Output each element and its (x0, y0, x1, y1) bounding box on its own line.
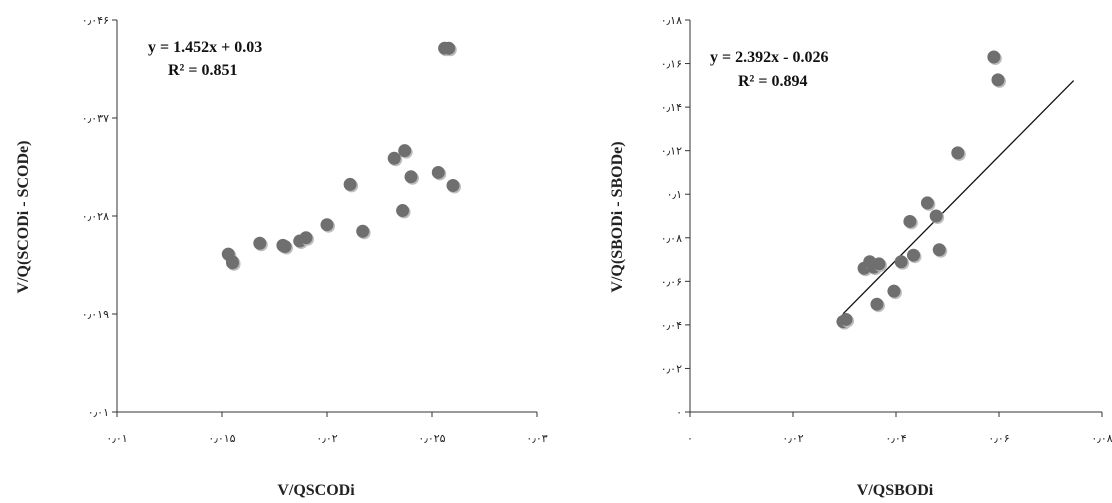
data-point (894, 255, 908, 269)
chart-bod-marks (836, 50, 1075, 330)
data-point (299, 231, 313, 245)
chart-bod-y-axis-title: V/Q(SBODi - SBODe) (609, 141, 626, 292)
y-tick-label: ۰٫۰۳۷ (82, 112, 109, 125)
data-point (929, 209, 943, 223)
data-point (404, 170, 418, 184)
y-tick-label: ۰٫۰۴۶ (82, 14, 109, 27)
data-point (870, 297, 884, 311)
data-point (907, 248, 921, 262)
data-point (887, 284, 901, 298)
data-point (446, 179, 460, 193)
x-tick-label: ۰٫۰۱۵ (208, 432, 235, 445)
chart-cod-y-axis-title: V/Q(SCODi - SCODe) (15, 141, 32, 294)
x-tick-label: ۰٫۰۲۵ (418, 432, 445, 445)
data-point (991, 73, 1005, 87)
data-point (951, 146, 965, 160)
x-tick-label: ۰٫۰۲ (316, 432, 337, 445)
chart-bod-equation: y = 2.392x - 0.026 (710, 49, 828, 66)
chart-bod-x-axis-title: V/QSBODi (857, 482, 934, 499)
chart-cod-equation: y = 1.452x + 0.03 (148, 39, 262, 56)
y-tick-label: ۰٫۱۸ (661, 14, 682, 27)
chart-cod-marks (221, 41, 461, 271)
trendline (842, 80, 1075, 315)
data-point (226, 256, 239, 270)
data-point (278, 239, 292, 253)
data-point (356, 224, 370, 238)
data-point (872, 257, 886, 271)
data-point (932, 243, 946, 257)
y-tick-label: ۰٫۰۱۹ (82, 308, 109, 321)
y-tick-label: ۰٫۰۸ (661, 232, 682, 245)
chart-bod-r2: R² = 0.894 (738, 73, 807, 90)
chart-cod-x-axis-title: V/QSCODi (277, 482, 355, 499)
data-point (320, 218, 334, 232)
data-point (442, 41, 456, 55)
y-tick-label: ۰٫۱۴ (661, 101, 682, 114)
chart-bod-axes: ۰ ۰٫۰۲ ۰٫۰۴ ۰٫۰۶ ۰٫۰۸ ۰٫۱ ۰٫۱۲ ۰٫۱۴ ۰٫۱۶ ۰٫۱۸ ۰ ۰٫۰… (661, 14, 1112, 445)
data-point (903, 214, 917, 228)
y-tick-label: ۰٫۰۴ (661, 319, 682, 332)
data-point (987, 50, 1001, 64)
y-tick-label: ۰٫۰۶ (661, 275, 682, 288)
x-tick-label: ۰ (687, 432, 693, 445)
x-tick-label: ۰٫۰۴ (885, 432, 906, 445)
y-tick-label: ۰٫۱۲ (661, 145, 682, 158)
y-tick-label: ۰ (676, 406, 682, 419)
scatter-chart-cod: ۰٫۰۱ ۰٫۰۱۹ ۰٫۰۲۸ ۰٫۰۳۷ ۰٫۰۴۶ ۰٫۰۱ ۰٫۰۱۵ ۰٫۰۲ ۰٫۰… (15, 14, 548, 499)
chart-cod-axes: ۰٫۰۱ ۰٫۰۱۹ ۰٫۰۲۸ ۰٫۰۳۷ ۰٫۰۴۶ ۰٫۰۱ ۰٫۰۱۵ ۰٫۰۲ ۰٫۰… (82, 14, 548, 445)
y-tick-label: ۰٫۰۲ (661, 362, 682, 375)
data-point (398, 144, 412, 158)
x-tick-label: ۰٫۰۸ (1091, 432, 1112, 445)
y-tick-label: ۰٫۰۲۸ (82, 210, 109, 223)
data-point (387, 151, 401, 165)
scatter-chart-bod: ۰ ۰٫۰۲ ۰٫۰۴ ۰٫۰۶ ۰٫۰۸ ۰٫۱ ۰٫۱۲ ۰٫۱۴ ۰٫۱۶ ۰٫۱۸ ۰ ۰٫۰… (609, 14, 1112, 499)
x-tick-label: ۰٫۰۶ (988, 432, 1009, 445)
y-tick-label: ۰٫۰۱ (88, 406, 109, 419)
data-point (839, 312, 853, 326)
chart-cod-r2: R² = 0.851 (168, 62, 237, 79)
x-tick-label: ۰٫۰۲ (782, 432, 803, 445)
y-tick-label: ۰٫۱۶ (661, 58, 682, 71)
data-point (253, 236, 267, 250)
data-point (920, 196, 934, 210)
data-point (396, 204, 410, 218)
data-point (343, 177, 357, 191)
x-tick-label: ۰٫۰۱ (106, 432, 127, 445)
x-tick-label: ۰٫۰۳ (526, 432, 547, 445)
y-tick-label: ۰٫۱ (667, 188, 682, 201)
data-point (431, 165, 445, 179)
